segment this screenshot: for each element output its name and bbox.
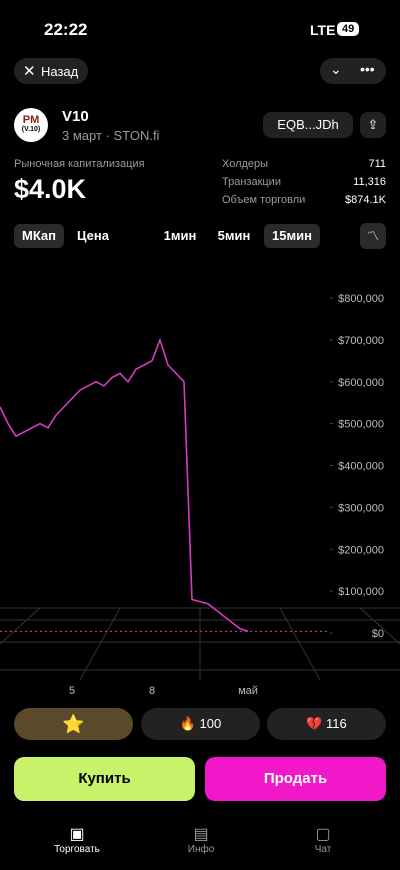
y-tick-label: $100,000 [338, 586, 384, 598]
y-tick-label: $200,000 [338, 544, 384, 556]
reaction-count: 116 [326, 716, 347, 731]
x-tick-label: 5 [69, 685, 75, 697]
chevron: ⌄ [330, 61, 342, 77]
y-tick-label: $800,000 [338, 293, 384, 305]
tab[interactable]: Цена [77, 228, 109, 243]
y-tick-label: $400,000 [338, 461, 384, 473]
stat-value: 11,316 [353, 176, 386, 188]
back-button[interactable]: ✕ Назад [14, 58, 88, 84]
buy-button[interactable]: Купить [14, 757, 195, 801]
clock: 22:22 [44, 20, 88, 39]
sell-button[interactable]: Продать [205, 757, 386, 801]
star-reaction[interactable]: ⭐ [14, 708, 133, 740]
reaction-count: 100 [199, 716, 222, 731]
more-icon: ••• [360, 61, 375, 77]
y-tick-label: $700,000 [338, 335, 384, 347]
network: LTE [310, 22, 336, 38]
stat-label: Холдеры [222, 158, 269, 170]
market-cap-value: $4.0K [14, 174, 87, 204]
menu-buttons[interactable]: ⌄ ••• [320, 58, 386, 84]
heart-reaction[interactable]: 💔 116 [267, 708, 386, 740]
interval-tab[interactable]: 5мин [217, 228, 251, 243]
chart-type-button[interactable]: 〽 [360, 223, 386, 249]
chart: $0 $100,000 $200,000 $300,000 $400,000 $500,0… [0, 293, 400, 697]
stat-value: $874.1K [345, 194, 386, 206]
stat-value: 711 [368, 158, 386, 170]
market-cap-label: Рыночная капитализация [14, 158, 145, 170]
stat-label: Транзакции [222, 176, 281, 188]
token-name: V10 [62, 108, 89, 125]
nav-item[interactable]: ▣ Торговать [54, 826, 100, 855]
nav-label: Торговать [54, 844, 100, 855]
nav-item[interactable]: ▤ Инфо [187, 826, 215, 855]
token-subtitle: 3 март · STON.fi [62, 128, 160, 143]
interval-tab[interactable]: 1мин [163, 228, 197, 243]
fire-reaction[interactable]: 🔥 100 [141, 708, 260, 740]
x-tick-label: 8 [149, 685, 155, 697]
nav-label: Чат [314, 844, 332, 855]
back-label: Назад [41, 64, 79, 79]
y-tick-label: $600,000 [338, 377, 384, 389]
share-button[interactable]: ⇪ [360, 112, 386, 138]
close-icon: ✕ [23, 63, 36, 80]
floor-decor [0, 607, 400, 681]
y-tick-label: $0 [372, 628, 384, 640]
battery: 49 [337, 22, 360, 36]
logo-top: PM [22, 114, 40, 126]
stat-label: Объем торговли [222, 194, 306, 206]
nav-item[interactable]: ▢ Чат [314, 826, 332, 855]
y-tick-label: $500,000 [338, 419, 384, 431]
nav-label: Инфо [187, 844, 215, 855]
interval-tab[interactable]: 15мин [264, 224, 320, 248]
token-logo: PM (V.10) [14, 108, 48, 142]
price-line [0, 337, 249, 633]
y-tick-label: $300,000 [338, 502, 384, 514]
address-button[interactable]: EQB...JDh [263, 112, 353, 138]
logo-bottom: (V.10) [21, 126, 41, 133]
tab[interactable]: МКап [14, 224, 64, 248]
x-tick-label: май [238, 685, 258, 697]
